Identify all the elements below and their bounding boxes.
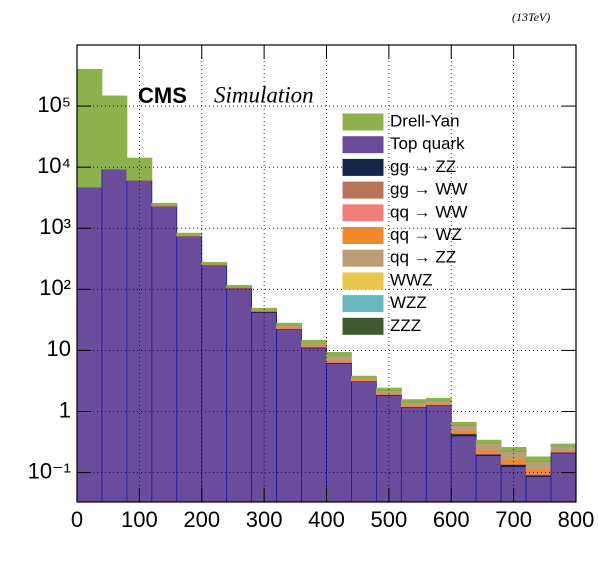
bar-segment [451,422,476,425]
bar-segment [426,398,451,400]
bar-segment [327,356,352,360]
legend-label: WWZ [390,270,432,289]
legend-label: qq → WW [390,202,467,221]
x-tick-label: 700 [495,507,532,532]
bar-segment [551,444,576,446]
bar-segment [202,265,227,502]
bar-segment [227,285,252,286]
legend-label: WZZ [390,293,427,312]
legend-swatch [343,182,383,198]
bar-segment [451,436,476,502]
bar-segment [401,408,426,502]
bar-segment [551,446,576,450]
bar-segment [327,352,352,356]
legend-swatch [343,137,383,153]
legend-swatch [343,296,383,312]
y-tick-label: 1 [59,397,71,422]
x-tick-label: 600 [433,507,470,532]
energy-label: (13TeV) [512,10,550,24]
legend-swatch [343,114,383,130]
bar-segment [202,262,227,263]
subtitle: Simulation [214,82,314,107]
bar-segment [476,456,501,502]
bar-segment [327,364,352,502]
x-tick-label: 300 [246,507,283,532]
bar-segment [501,451,526,459]
bar-segment [227,289,252,502]
bar-segment [102,169,127,502]
legend-label: qq → WZ [390,225,462,244]
bar-segment [351,376,376,378]
bar-segment [401,400,426,403]
bar-segment [526,477,551,502]
bar-segment [351,381,376,502]
x-tick-label: 800 [558,507,595,532]
legend-label: gg → WW [390,180,467,199]
bar-segment [476,444,501,450]
x-tick-label: 200 [183,507,220,532]
legend-label: ZZZ [390,316,421,335]
bar-segment [152,206,177,502]
x-tick-label: 100 [121,507,158,532]
legend-label: Drell-Yan [390,111,460,130]
legend-swatch [343,318,383,334]
x-tick-label: 500 [371,507,408,532]
bar-segment [526,457,551,461]
y-tick-label: 10³ [39,214,71,239]
bar-segment [426,400,451,403]
bar-segment [302,340,327,343]
y-tick-label: 10⁴ [37,153,71,178]
bar-segment [77,69,102,186]
bar-segment [451,426,476,431]
x-tick-label: 400 [308,507,345,532]
bar-segment [476,440,501,443]
legend-swatch [343,205,383,221]
legend-swatch [343,273,383,289]
legend-swatch [343,250,383,266]
bar-segment [426,406,451,502]
legend-swatch [343,228,383,244]
bar-segment [277,330,302,502]
legend-label: Top quark [390,134,465,153]
y-tick-label: 10⁵ [37,92,71,117]
bar-segment [302,348,327,502]
x-tick-label: 0 [71,507,83,532]
bar-segment [177,236,202,502]
bar-segment [102,96,127,169]
bar-segment [551,453,576,502]
legend-swatch [343,159,383,175]
bar-segment [277,323,302,325]
legend-label: qq → ZZ [390,248,456,267]
bar-segment [526,461,551,469]
y-tick-label: 10² [39,275,71,300]
legend-label: gg → ZZ [390,157,456,176]
experiment-label: CMS [138,83,187,108]
bar-segment [152,203,177,205]
y-tick-label: 10 [47,336,71,361]
bar-segment [77,187,102,502]
bar-segment [177,233,202,235]
y-tick-label: 10⁻¹ [28,458,71,483]
